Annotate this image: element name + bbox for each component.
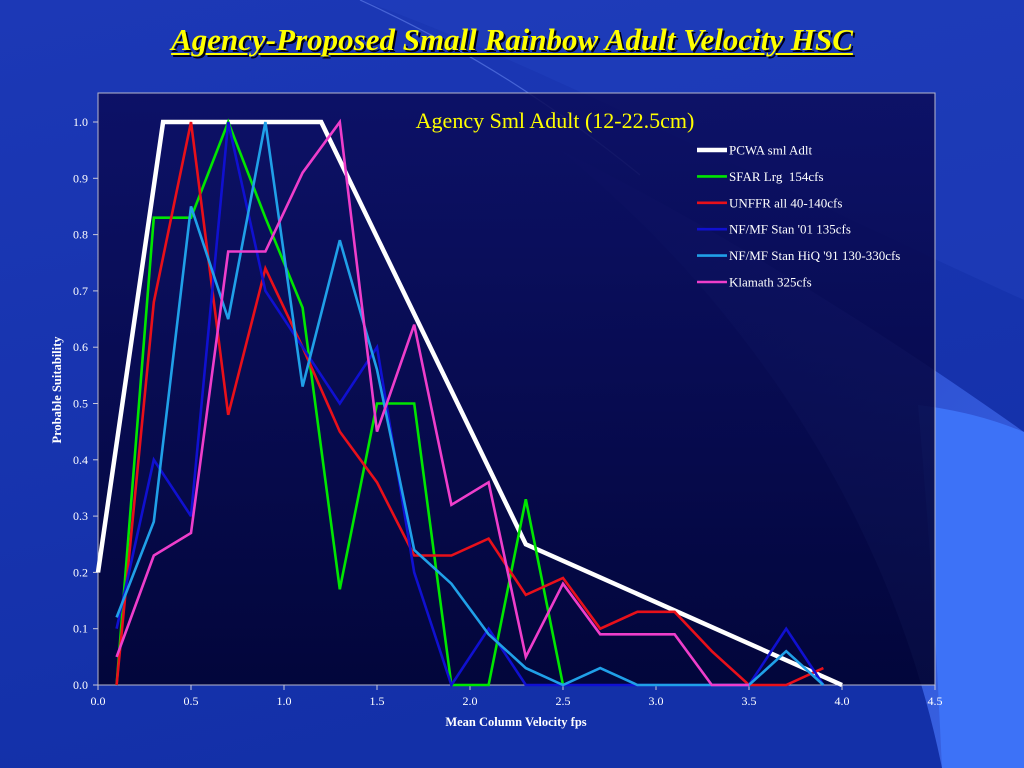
- y-tick-label: 0.6: [73, 340, 88, 354]
- series-lines: [95, 118, 843, 688]
- legend-label: PCWA sml Adlt: [729, 143, 812, 158]
- series-line-sfar-lrg-154cfs: [115, 118, 565, 687]
- y-tick-label: 0.9: [73, 171, 88, 185]
- x-axis: 0.0 0.5 1.0 1.5 2.0 2.5 3.0 3.5 4.0 4.5: [91, 685, 943, 708]
- x-axis-title: Mean Column Velocity fps: [445, 715, 586, 729]
- x-tick-label: 4.0: [835, 694, 850, 708]
- legend-item: NF/MF Stan '01 135cfs: [697, 222, 851, 237]
- slide-title: Agency-Proposed Small Rainbow Adult Velo…: [171, 22, 853, 57]
- x-tick-label: 0.0: [91, 694, 106, 708]
- y-axis: 0.0 0.1 0.2 0.3 0.4 0.5 0.6 0.7 0.8 0.9 1.0: [73, 115, 98, 692]
- x-tick-label: 2.5: [556, 694, 571, 708]
- x-tick-label: 0.5: [184, 694, 199, 708]
- legend-label: NF/MF Stan '01 135cfs: [729, 222, 851, 237]
- legend-label: SFAR Lrg 154cfs: [729, 169, 824, 184]
- legend-label: Klamath 325cfs: [729, 275, 812, 290]
- y-tick-label: 0.5: [73, 397, 88, 411]
- y-tick-label: 0.0: [73, 678, 88, 692]
- legend-label: NF/MF Stan HiQ '91 130-330cfs: [729, 248, 900, 263]
- y-tick-label: 0.7: [73, 284, 88, 298]
- series-line-nf-mf-stan-hiq-91-130-330cfs: [115, 121, 825, 687]
- legend-label: UNFFR all 40-140cfs: [729, 195, 842, 210]
- y-tick-label: 0.3: [73, 509, 88, 523]
- x-tick-label: 1.5: [370, 694, 385, 708]
- y-axis-title: Probable Suitability: [50, 336, 64, 444]
- x-tick-label: 3.5: [742, 694, 757, 708]
- chart-title: Agency Sml Adult (12-22.5cm): [416, 108, 695, 133]
- x-tick-label: 1.0: [277, 694, 292, 708]
- legend-item: PCWA sml Adlt: [697, 143, 812, 158]
- x-tick-label: 3.0: [649, 694, 664, 708]
- series-line-pcwa-sml-adlt: [95, 119, 843, 688]
- series-line-klamath-325cfs: [115, 118, 749, 687]
- x-tick-label: 2.0: [463, 694, 478, 708]
- y-tick-label: 0.4: [73, 453, 88, 467]
- background-swoosh-bright: [918, 405, 1024, 768]
- background-swoosh-top: [360, 0, 1024, 300]
- y-tick-label: 0.1: [73, 622, 88, 636]
- legend: PCWA sml Adlt SFAR Lrg 154cfs UNFFR all 40…: [697, 143, 900, 290]
- legend-item: NF/MF Stan HiQ '91 130-330cfs: [697, 248, 900, 263]
- legend-item: SFAR Lrg 154cfs: [697, 169, 824, 184]
- y-tick-label: 0.2: [73, 565, 88, 579]
- legend-item: Klamath 325cfs: [697, 275, 812, 290]
- legend-item: UNFFR all 40-140cfs: [697, 195, 842, 210]
- plot-area: [97, 92, 936, 686]
- series-line-unffr-all-40-140cfs: [115, 121, 824, 687]
- x-tick-label: 4.5: [928, 694, 943, 708]
- y-tick-label: 0.8: [73, 228, 88, 242]
- y-tick-label: 1.0: [73, 115, 88, 129]
